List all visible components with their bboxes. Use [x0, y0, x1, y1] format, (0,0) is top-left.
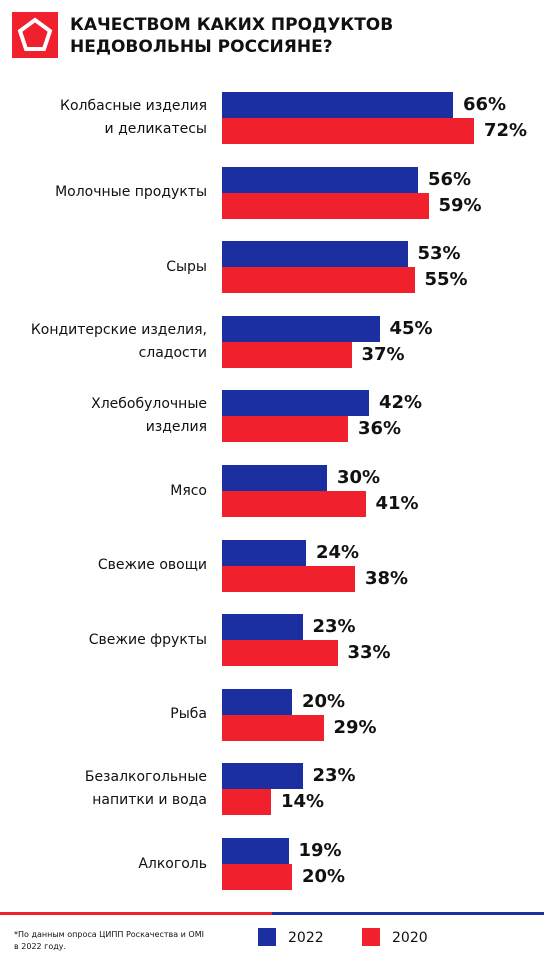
bar [222, 864, 292, 890]
chart-title: КАЧЕСТВОМ КАКИХ ПРОДУКТОВ НЕДОВОЛЬНЫ РОС… [70, 15, 394, 57]
bar [222, 763, 303, 790]
bar [222, 565, 355, 592]
value-label: 20% [302, 690, 346, 712]
category-label: Свежие фрукты [88, 631, 207, 648]
value-label: 38% [365, 567, 409, 589]
value-label: 56% [428, 168, 472, 190]
bar [222, 491, 366, 517]
bar [222, 688, 292, 715]
value-label: 45% [389, 317, 433, 339]
category-label: Безалкогольные напитки и вода [84, 769, 207, 809]
value-label: 59% [438, 194, 482, 216]
value-label: 36% [358, 418, 402, 440]
legend-label: 2020 [392, 930, 428, 946]
category-label: Молочные продукты [55, 184, 207, 201]
value-label: 30% [337, 467, 381, 488]
bar [222, 838, 289, 864]
category-label: Рыба [170, 706, 207, 723]
value-label: 20% [302, 866, 346, 887]
bar [222, 614, 303, 641]
logo [12, 12, 58, 58]
bar [222, 315, 380, 342]
bar [222, 539, 306, 566]
value-label: 72% [484, 120, 528, 141]
value-label: 66% [463, 94, 507, 115]
bar [222, 789, 271, 816]
bar [222, 267, 415, 294]
bar [222, 241, 408, 268]
value-label: 37% [361, 343, 405, 365]
legend-swatch [362, 928, 380, 946]
divider [272, 912, 544, 915]
value-label: 55% [424, 269, 468, 291]
value-label: 23% [312, 765, 356, 787]
category-label: Хлебобулочные изделия [91, 396, 207, 436]
category-label: Колбасные изделия и деликатесы [60, 98, 207, 137]
legend-label: 2022 [288, 930, 324, 946]
footnote: *По данным опроса ЦИПП Роскачества и OMI… [14, 930, 204, 951]
value-label: 14% [281, 791, 325, 813]
bar [222, 341, 352, 368]
category-label: Мясо [170, 482, 207, 499]
category-label: Свежие овощи [97, 557, 207, 574]
category-label: Алкоголь [138, 855, 207, 872]
value-label: 53% [417, 243, 461, 265]
bar [222, 118, 474, 144]
value-label: 23% [312, 616, 356, 638]
bar [222, 416, 348, 443]
divider [0, 912, 272, 915]
bar [222, 714, 324, 741]
category-label: Сыры [166, 258, 207, 275]
bar [222, 390, 369, 417]
value-label: 41% [375, 493, 419, 514]
bar [222, 166, 418, 193]
bar [222, 92, 453, 118]
category-label: Кондитерские изделия, сладости [30, 321, 207, 361]
bar [222, 640, 338, 667]
value-label: 29% [333, 716, 377, 738]
bar [222, 192, 429, 219]
value-label: 19% [298, 840, 342, 861]
value-label: 33% [347, 642, 391, 664]
bar [222, 465, 327, 491]
value-label: 24% [316, 541, 360, 563]
value-label: 42% [379, 392, 423, 414]
legend-swatch [258, 928, 276, 946]
